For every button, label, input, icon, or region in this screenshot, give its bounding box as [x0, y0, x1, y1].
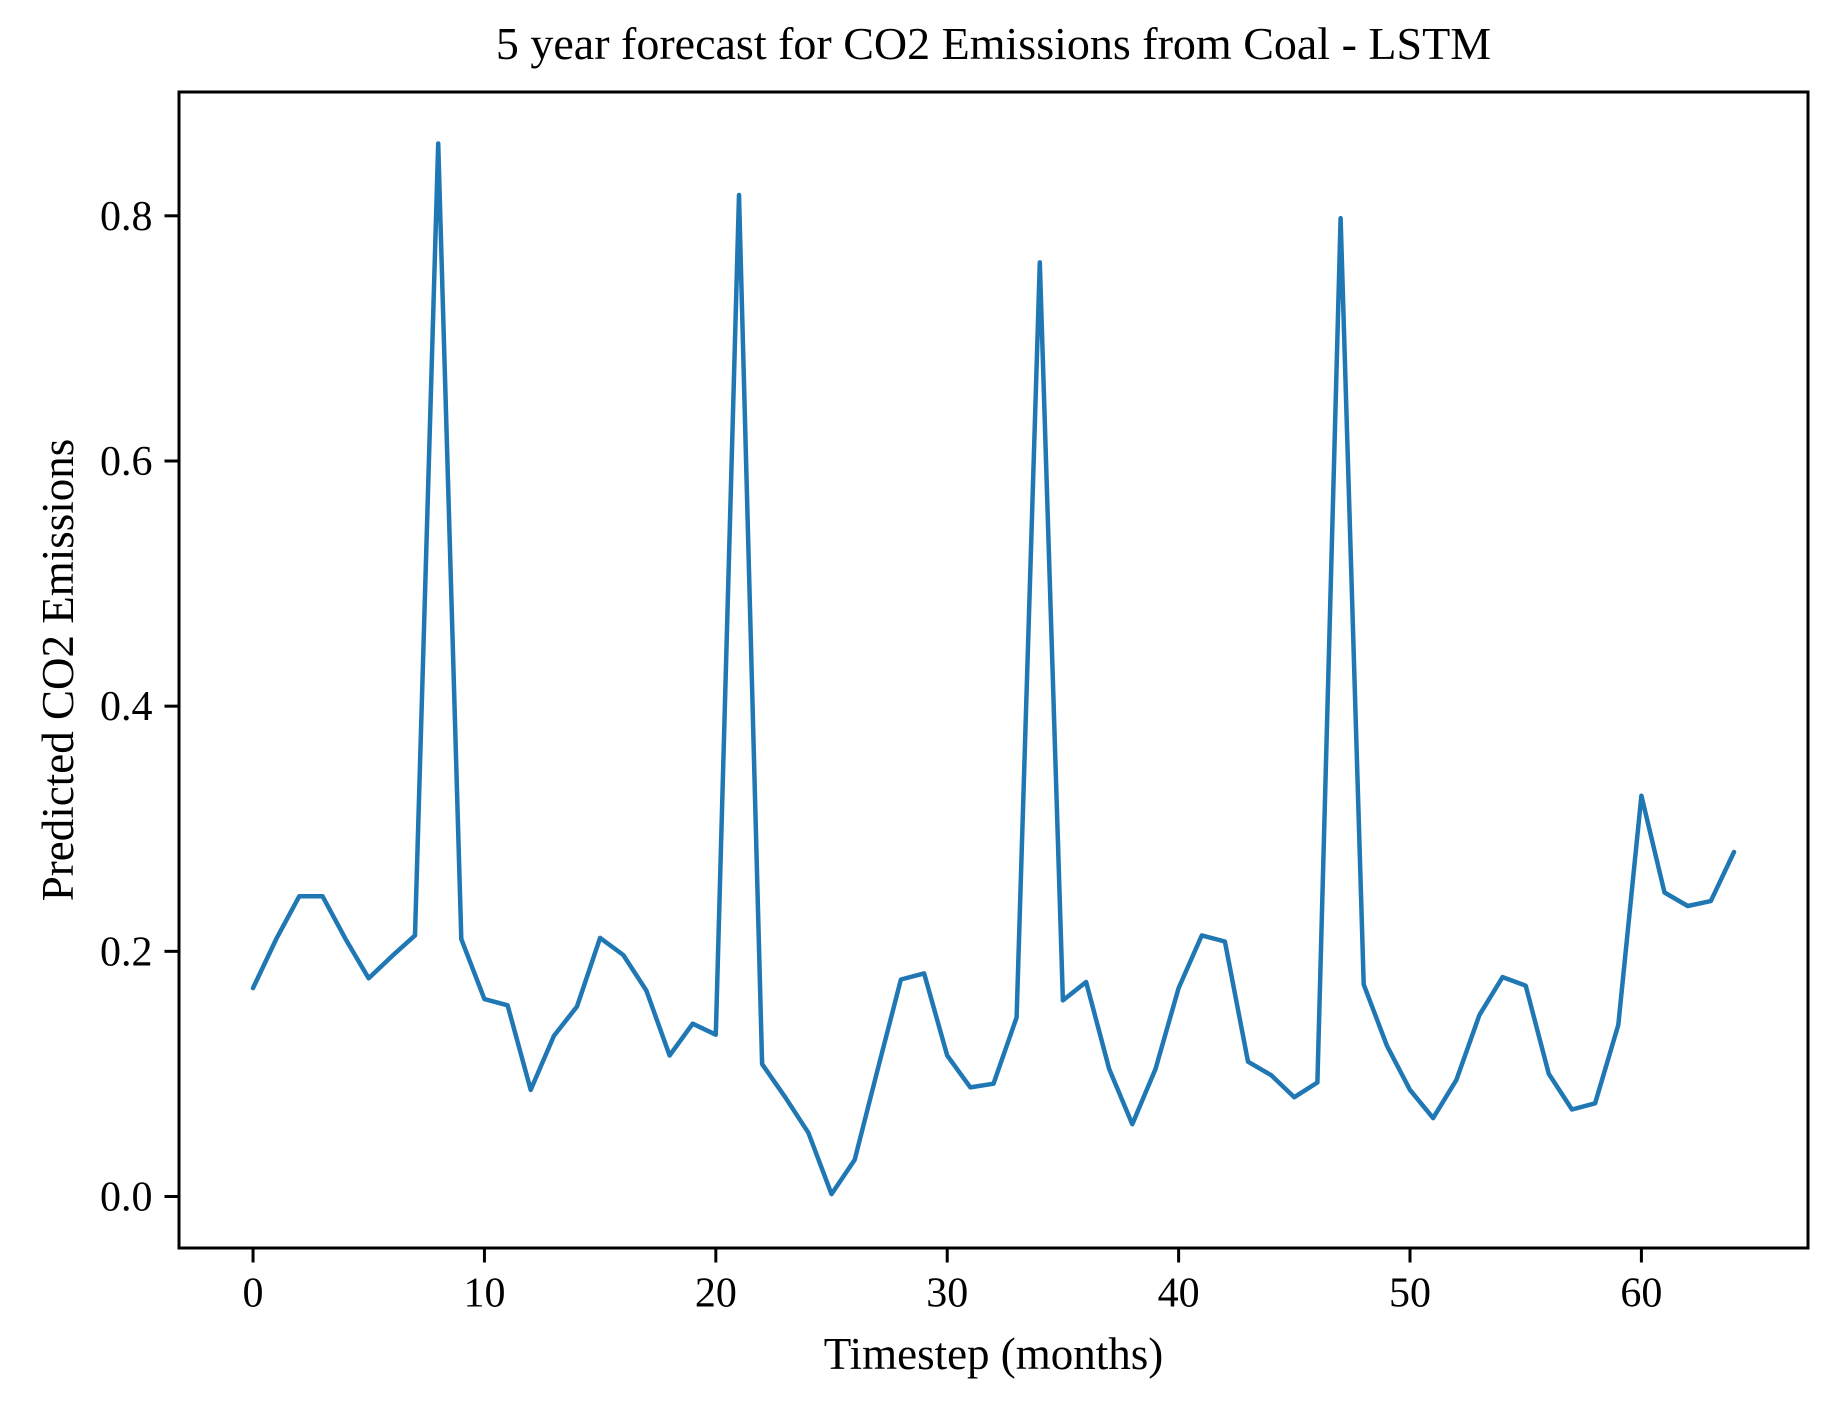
x-tick-label: 10 — [463, 1271, 505, 1317]
y-tick-label: 0.6 — [100, 439, 153, 485]
y-tick-label: 0.2 — [100, 929, 153, 975]
y-tick-label: 0.0 — [100, 1175, 153, 1221]
x-tick-label: 50 — [1389, 1271, 1431, 1317]
y-tick-label: 0.8 — [100, 194, 153, 240]
x-tick-label: 0 — [243, 1271, 264, 1317]
x-tick-label: 60 — [1620, 1271, 1662, 1317]
y-tick-label: 0.4 — [100, 684, 153, 730]
forecast-line-series — [250, 141, 1737, 1197]
x-axis-label: Timestep (months) — [823, 1329, 1164, 1379]
x-tick-label: 20 — [695, 1271, 737, 1317]
chart-title: 5 year forecast for CO2 Emissions from C… — [495, 18, 1492, 69]
plot-frame — [177, 90, 1810, 1250]
x-tick-label: 30 — [926, 1271, 968, 1317]
x-tick-label: 40 — [1158, 1271, 1200, 1317]
